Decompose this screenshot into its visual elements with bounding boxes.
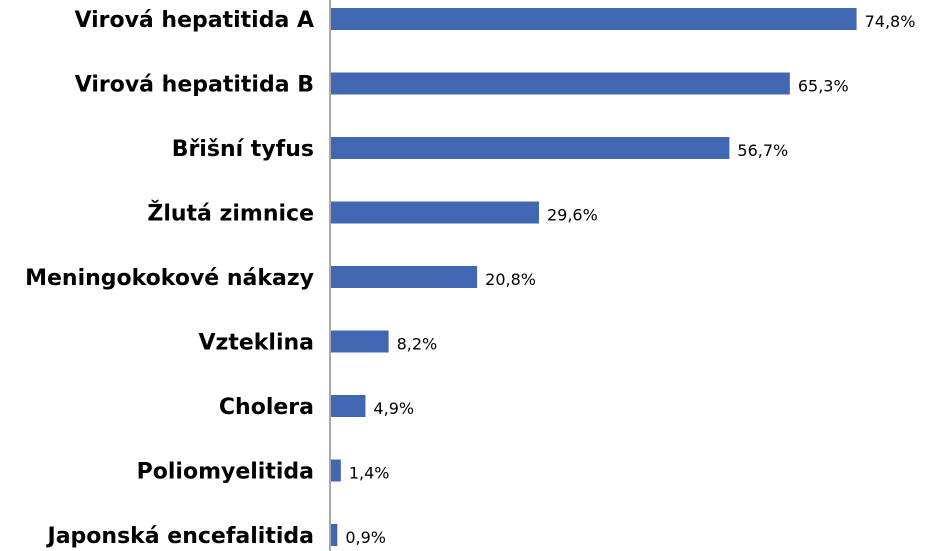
category-label: Virová hepatitida B <box>75 73 314 98</box>
category-label: Žlutá zimnice <box>147 201 314 227</box>
category-label: Břišní tyfus <box>172 137 314 162</box>
category-label: Japonská encefalitida <box>46 524 314 549</box>
bar <box>331 524 338 546</box>
bar <box>331 266 478 288</box>
value-label: 4,9% <box>373 399 414 418</box>
value-label: 56,7% <box>737 141 788 160</box>
bar <box>331 137 730 159</box>
category-label: Virová hepatitida A <box>74 8 314 33</box>
value-labels: 74,8% 65,3% 56,7% 29,6% 20,8% 8,2% 4,9% 1,4% 0,9… <box>345 12 915 547</box>
bar <box>331 330 389 353</box>
category-label: Vzteklina <box>199 331 315 356</box>
bars <box>331 8 857 546</box>
value-label: 8,2% <box>397 335 438 354</box>
category-labels: Virová hepatitida A Virová hepatitida B Bř… <box>25 8 314 549</box>
value-label: 20,8% <box>485 270 536 289</box>
bar <box>331 395 366 417</box>
bar <box>331 72 790 95</box>
category-label: Cholera <box>219 395 314 420</box>
bar <box>331 8 857 30</box>
value-label: 74,8% <box>865 12 916 31</box>
value-label: 65,3% <box>798 77 849 96</box>
value-label: 0,9% <box>345 528 386 547</box>
category-label: Meningokokové nákazy <box>25 266 314 291</box>
bar <box>331 459 341 482</box>
category-label: Poliomyelitida <box>137 460 314 485</box>
value-label: 29,6% <box>547 206 598 225</box>
value-label: 1,4% <box>349 464 390 483</box>
bar <box>331 201 539 224</box>
